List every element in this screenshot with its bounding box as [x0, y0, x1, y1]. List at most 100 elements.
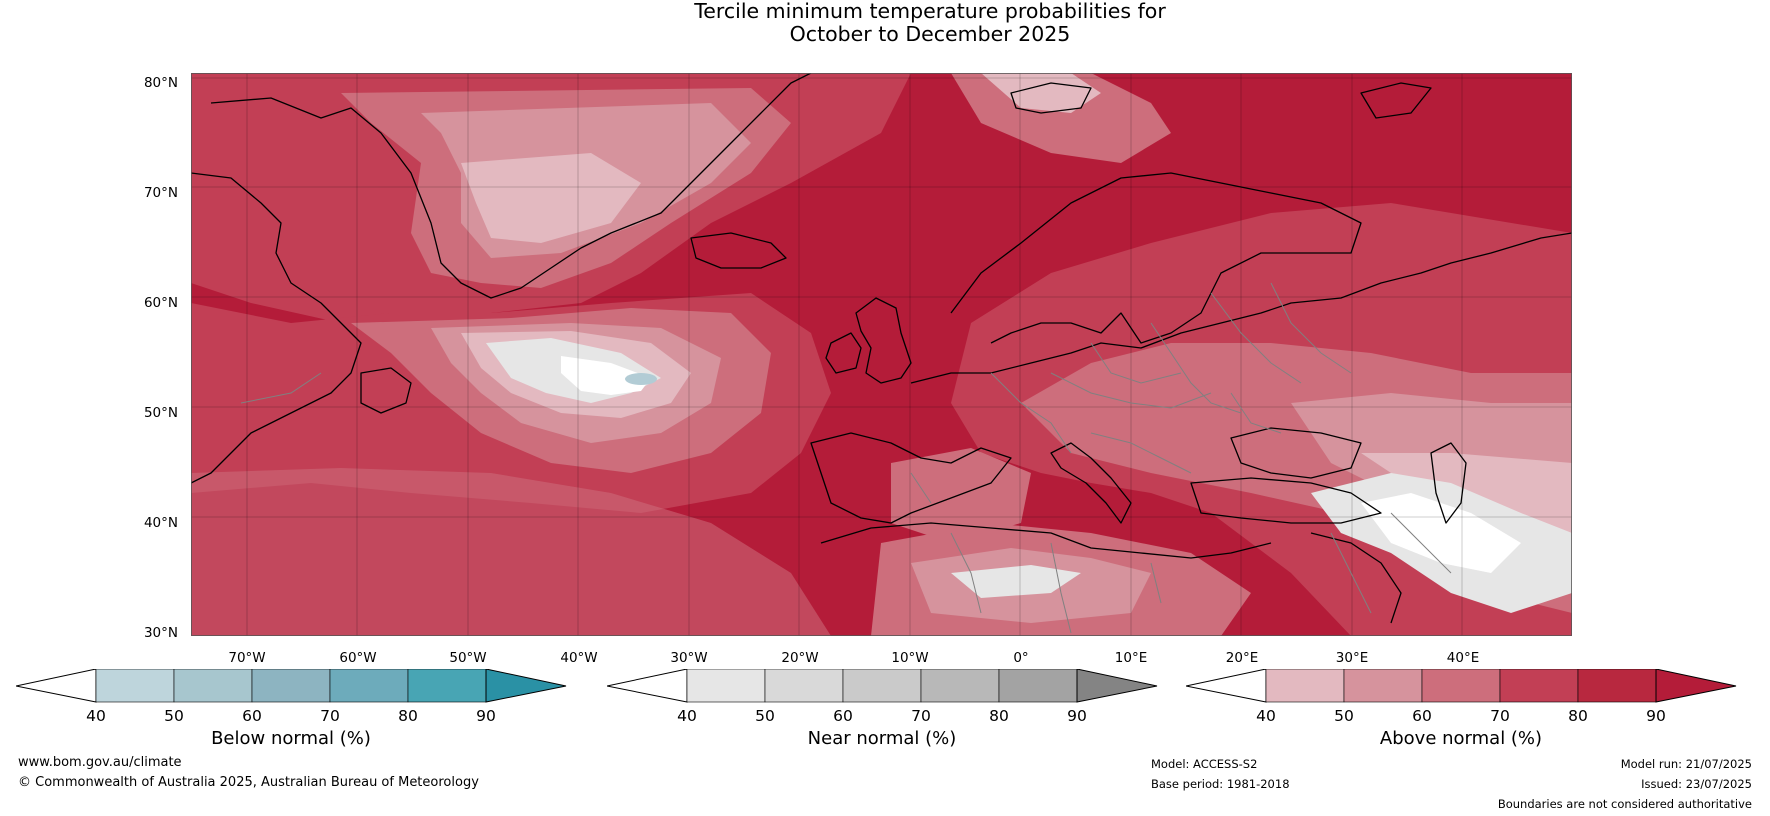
- shade-arctic-60: [981, 73, 1101, 113]
- colorbar-above-label: Above normal (%): [1379, 728, 1543, 749]
- shade-midlat-70: [191, 468, 831, 636]
- coast-novaya-zemlya: [1360, 82, 1432, 119]
- coast-scandinavia: [950, 172, 1362, 344]
- coast-newfoundland: [360, 367, 412, 414]
- cbar-below-segment-5: [407, 669, 487, 703]
- title-line-1: Tercile minimum temperature probabilitie…: [694, 0, 1166, 23]
- footer-base-period: Base period: 1981-2018: [1151, 777, 1290, 791]
- lon-label-40e: 40°E: [1446, 650, 1480, 666]
- shade-iberia-70: [891, 448, 1031, 543]
- lon-label-30e: 30°E: [1335, 650, 1369, 666]
- cbar-below-segment-2: [173, 669, 253, 703]
- cbar-above-segment-2: [1343, 669, 1423, 703]
- coast-svalbard: [1010, 82, 1092, 114]
- cbar-below-tick-80: 80: [398, 707, 418, 725]
- cbar-below-tick-90: 90: [476, 707, 496, 725]
- lat-label-30n: 30°N: [143, 625, 178, 641]
- coast-ireland: [825, 332, 862, 374]
- footer-model: Model: ACCESS-S2: [1151, 757, 1258, 771]
- colorbar-below-normal: 40 50 60 70 80 90: [16, 669, 567, 725]
- cbar-below-segment-4: [329, 669, 409, 703]
- cbar-below-segment-3: [251, 669, 331, 703]
- coast-mediterranean-africa: [820, 522, 1272, 559]
- footer-disclaimer: Boundaries are not considered authoritat…: [1497, 797, 1752, 811]
- footer-website: www.bom.gov.au/climate: [18, 755, 182, 770]
- cbar-above-segment-5: [1577, 669, 1657, 703]
- lat-label-40n: 40°N: [143, 515, 178, 531]
- lat-label-50n: 50°N: [143, 405, 178, 421]
- shade-atlantic-white: [561, 356, 651, 395]
- coast-iceland: [690, 232, 787, 269]
- coast-britain: [855, 297, 912, 384]
- lon-label-20e: 20°E: [1225, 650, 1259, 666]
- coastlines: [191, 73, 1572, 624]
- lon-label-60w: 60°W: [339, 650, 377, 666]
- cbar-above-tick-90: 90: [1646, 707, 1666, 725]
- coast-iberia: [810, 432, 1012, 524]
- cbar-below-upper-triangle: [485, 669, 567, 703]
- cbar-below-tick-40: 40: [86, 707, 106, 725]
- lat-label-60n: 60°N: [143, 295, 178, 311]
- lon-label-0: 0°: [1013, 650, 1029, 666]
- lon-label-30w: 30°W: [670, 650, 708, 666]
- country-borders: [240, 282, 1452, 634]
- cbar-below-tick-50: 50: [164, 707, 184, 725]
- graticule: [191, 73, 1572, 636]
- cbar-above-tick-70: 70: [1490, 707, 1510, 725]
- cbar-above-tick-40: 40: [1256, 707, 1276, 725]
- cbar-near-segment-2: [764, 669, 844, 703]
- lat-label-80n: 80°N: [143, 75, 178, 91]
- coast-greenland: [210, 73, 812, 299]
- shade-atlantic-below: [625, 373, 657, 385]
- colorbar-above-normal: 40 50 60 70 80 90: [1186, 669, 1737, 725]
- lon-label-50w: 50°W: [449, 650, 487, 666]
- shade-arctic-70: [951, 73, 1171, 163]
- coast-turkey: [1190, 477, 1382, 524]
- lon-label-70w: 70°W: [228, 650, 266, 666]
- cbar-above-segment-3: [1421, 669, 1501, 703]
- coast-europe: [910, 232, 1572, 384]
- footer-issued: Issued: 23/07/2025: [1641, 777, 1752, 791]
- coast-levant: [1310, 532, 1402, 624]
- cbar-above-segment-4: [1499, 669, 1579, 703]
- cbar-above-tick-80: 80: [1568, 707, 1588, 725]
- title-line-2: October to December 2025: [789, 22, 1071, 46]
- colorbar-near-label: Near normal (%): [807, 728, 957, 749]
- shade-middle-east-white: [1361, 493, 1521, 573]
- lon-label-40w: 40°W: [560, 650, 598, 666]
- cbar-near-lower-triangle: [607, 669, 688, 703]
- shade-greenland-50: [461, 153, 641, 243]
- cbar-above-tick-50: 50: [1334, 707, 1354, 725]
- coast-canada: [191, 172, 362, 484]
- lon-label-10e: 10°E: [1114, 650, 1148, 666]
- probability-map: [191, 73, 1572, 636]
- cbar-near-segment-1: [686, 669, 766, 703]
- footer-model-run: Model run: 21/07/2025: [1620, 757, 1752, 771]
- cbar-above-segment-1: [1265, 669, 1345, 703]
- coast-italy: [1050, 442, 1132, 524]
- coast-caspian: [1430, 442, 1467, 524]
- lat-label-70n: 70°N: [143, 185, 178, 201]
- cbar-near-tick-50: 50: [755, 707, 775, 725]
- cbar-near-segment-3: [842, 669, 922, 703]
- cbar-near-tick-80: 80: [989, 707, 1009, 725]
- coast-black-sea: [1230, 427, 1362, 479]
- cbar-below-lower-triangle: [16, 669, 97, 703]
- cbar-above-tick-60: 60: [1412, 707, 1432, 725]
- cbar-below-segment-1: [95, 669, 175, 703]
- cbar-near-tick-90: 90: [1067, 707, 1087, 725]
- colorbar-near-normal: 40 50 60 70 80 90: [607, 669, 1158, 725]
- shade-north-africa-near: [951, 565, 1081, 598]
- cbar-near-tick-70: 70: [911, 707, 931, 725]
- colorbar-below-label: Below normal (%): [211, 728, 371, 749]
- cbar-near-segment-4: [920, 669, 1000, 703]
- map-title: Tercile minimum temperature probabilitie…: [0, 0, 1770, 46]
- cbar-near-tick-40: 40: [677, 707, 697, 725]
- cbar-above-lower-triangle: [1186, 669, 1267, 703]
- cbar-below-tick-60: 60: [242, 707, 262, 725]
- cbar-above-upper-triangle: [1655, 669, 1737, 703]
- cbar-below-tick-70: 70: [320, 707, 340, 725]
- cbar-near-upper-triangle: [1076, 669, 1158, 703]
- cbar-near-tick-60: 60: [833, 707, 853, 725]
- lon-label-10w: 10°W: [891, 650, 929, 666]
